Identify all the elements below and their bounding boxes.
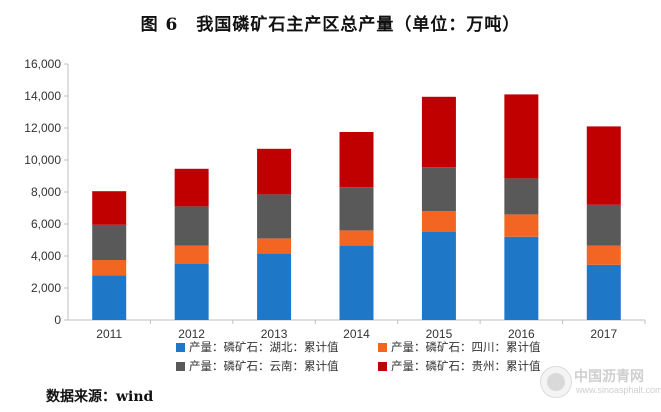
legend-label-3: 产量：磷矿石：贵州：累计值: [391, 359, 541, 373]
legend-swatch-2: [176, 362, 185, 371]
bar-segment-2015-s3: [421, 96, 456, 168]
bar-segment-2013-s1: [257, 238, 292, 254]
bar-segment-2012-s0: [174, 264, 209, 320]
y-tick-label: 4,000: [31, 249, 61, 263]
y-tick-label: 8,000: [31, 185, 61, 199]
legend-swatch-0: [176, 343, 185, 352]
bar-segment-2011-s3: [92, 191, 127, 225]
legend-swatch-1: [378, 343, 387, 352]
bar-segment-2016-s3: [504, 94, 539, 179]
bar-segment-2014-s1: [339, 230, 374, 246]
x-tick-labels: 2011 2012 2013 2014 2015 2016 2017: [96, 327, 617, 341]
y-tick-label: 12,000: [24, 121, 61, 135]
y-tick-label: 16,000: [24, 57, 61, 71]
bar-segment-2014-s2: [339, 187, 374, 231]
bars: [92, 94, 621, 320]
legend-label-1: 产量：磷矿石：四川：累计值: [391, 340, 541, 354]
source-note: 数据来源：wind: [46, 389, 154, 405]
watermark-url: www.sinoasphalt.com: [576, 385, 661, 395]
legend-label-0: 产量：磷矿石：湖北：累计值: [189, 340, 339, 354]
bar-segment-2017-s2: [586, 204, 621, 246]
bar-segment-2012-s3: [174, 168, 209, 207]
bar-segment-2016-s1: [504, 214, 539, 237]
y-tick-label: 2,000: [31, 281, 61, 295]
y-tick-label: 14,000: [24, 89, 61, 103]
legend-swatch-3: [378, 362, 387, 371]
bar-segment-2013-s2: [257, 194, 292, 239]
bar-segment-2013-s0: [257, 253, 292, 320]
bar-segment-2014-s3: [339, 132, 374, 188]
chart-title: 图 6 我国磷矿石主产区总产量（单位：万吨）: [140, 15, 521, 35]
x-tick-label-2015: 2015: [426, 327, 453, 341]
bar-segment-2013-s3: [257, 148, 292, 195]
y-tick-label: 10,000: [24, 153, 61, 167]
y-tick-labels: 0 2,000 4,000 6,000 8,000 10,000 12,000 14,000 1…: [24, 57, 61, 327]
x-tick-label-2013: 2013: [261, 327, 288, 341]
bar-segment-2011-s2: [92, 224, 127, 260]
bar-segment-2014-s0: [339, 245, 374, 320]
x-tick-label-2016: 2016: [508, 327, 535, 341]
x-tick-label-2014: 2014: [343, 327, 370, 341]
bar-segment-2015-s2: [421, 167, 456, 212]
bar-segment-2015-s1: [421, 211, 456, 232]
bar-segment-2017-s3: [586, 126, 621, 205]
bar-segment-2012-s2: [174, 206, 209, 246]
x-tick-label-2011: 2011: [96, 327, 122, 341]
y-tick-label: 0: [54, 313, 61, 327]
watermark: 中国沥青网 www.sinoasphalt.com: [540, 364, 661, 404]
bar-segment-2015-s0: [421, 232, 456, 320]
x-tick-label-2012: 2012: [178, 327, 205, 341]
bar-segment-2012-s1: [174, 245, 209, 264]
bar-segment-2011-s1: [92, 260, 127, 276]
legend-label-2: 产量：磷矿石：云南：累计值: [189, 359, 339, 373]
y-tick-label: 6,000: [31, 217, 61, 231]
watermark-name: 中国沥青网: [574, 369, 644, 385]
bar-segment-2011-s0: [92, 275, 127, 320]
watermark-logo-icon: [540, 366, 572, 398]
x-tick-label-2017: 2017: [590, 327, 617, 341]
bar-segment-2016-s0: [504, 236, 539, 320]
bar-segment-2017-s0: [586, 264, 621, 320]
bar-segment-2017-s1: [586, 245, 621, 265]
bar-segment-2016-s2: [504, 178, 539, 215]
